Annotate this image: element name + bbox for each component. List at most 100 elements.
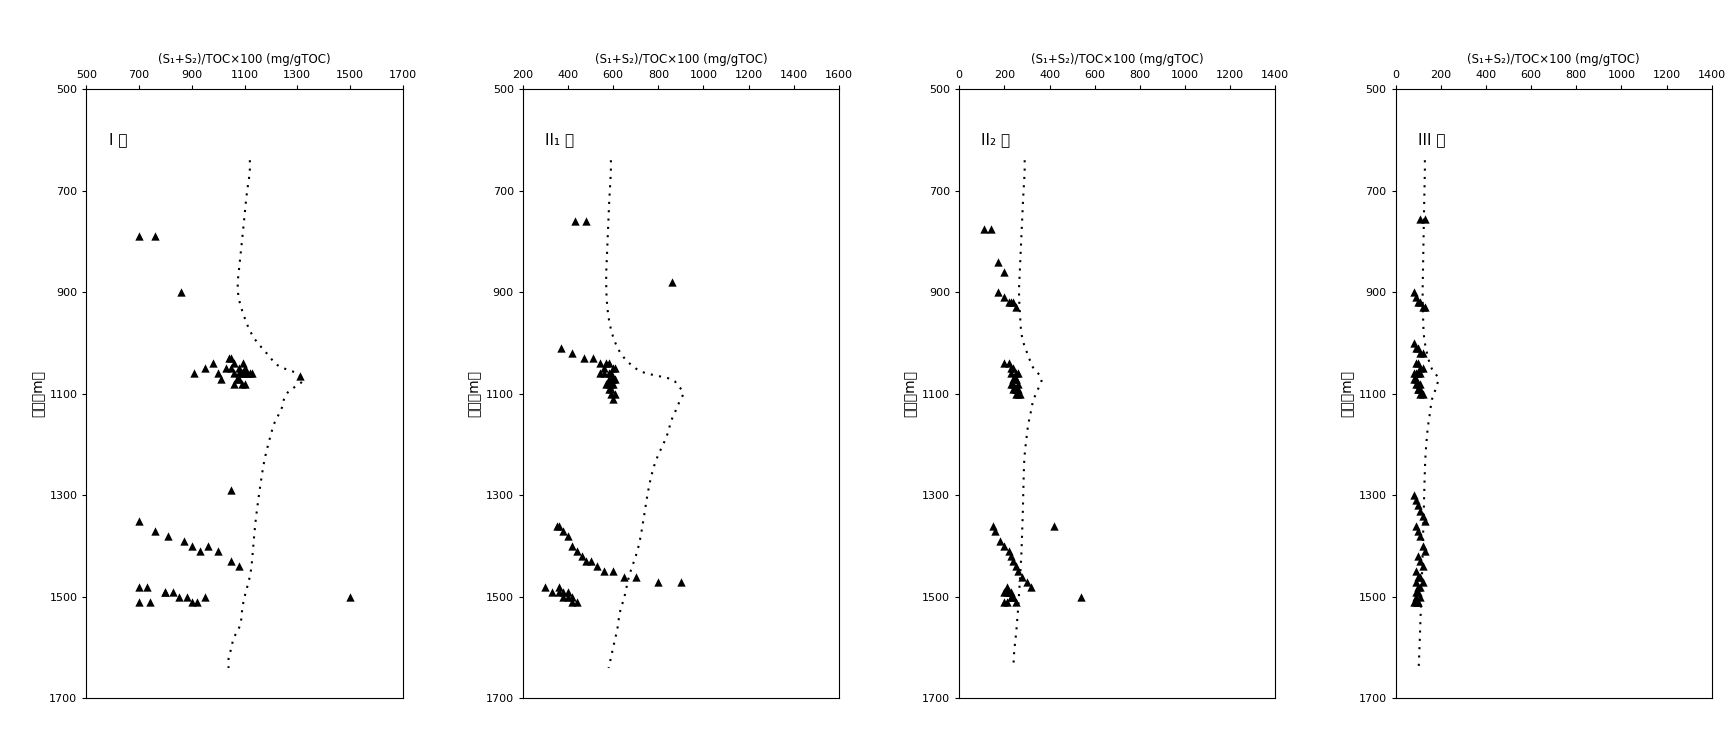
Y-axis label: 深度（m）: 深度（m）	[1340, 370, 1354, 418]
Point	[239, 368, 266, 380]
Point	[1402, 576, 1430, 588]
Point	[994, 586, 1022, 598]
Point	[994, 296, 1022, 308]
Point	[228, 368, 256, 380]
Point	[558, 540, 586, 552]
Point	[992, 586, 1020, 598]
Point	[1400, 337, 1428, 349]
Point	[1402, 565, 1430, 577]
Point	[998, 296, 1025, 308]
Point	[999, 591, 1027, 603]
Point	[558, 596, 586, 608]
Point	[1001, 383, 1029, 395]
Point	[207, 372, 235, 385]
Point	[213, 363, 240, 374]
Point	[1001, 368, 1029, 380]
Point	[1402, 357, 1430, 369]
Point	[1404, 571, 1432, 583]
Text: III 型: III 型	[1418, 132, 1445, 147]
Point	[571, 352, 598, 364]
Point	[1005, 368, 1032, 380]
Point	[1001, 383, 1029, 395]
Point	[1402, 342, 1430, 354]
Point	[235, 368, 263, 380]
Point	[550, 591, 577, 603]
Point	[204, 545, 232, 557]
Point	[152, 586, 180, 598]
Point	[1409, 560, 1437, 572]
Point	[595, 368, 622, 380]
Point	[225, 372, 252, 385]
Point	[1400, 286, 1428, 298]
Point	[1404, 296, 1432, 308]
Point	[564, 596, 591, 608]
Point	[645, 576, 673, 588]
Point	[1404, 525, 1432, 536]
Point	[1041, 520, 1069, 532]
Point	[137, 596, 164, 608]
Point	[991, 357, 1018, 369]
Point	[1406, 504, 1433, 516]
Point	[214, 352, 242, 364]
Point	[1404, 581, 1432, 593]
Point	[1406, 591, 1433, 603]
Point	[1404, 377, 1432, 389]
Point	[335, 591, 363, 603]
Point	[230, 368, 258, 380]
Point	[595, 372, 622, 385]
Y-axis label: 深度（m）: 深度（m）	[467, 370, 481, 418]
Point	[159, 586, 187, 598]
Point	[225, 560, 252, 572]
Point	[622, 571, 650, 583]
Point	[1008, 571, 1036, 583]
Point	[1005, 377, 1032, 389]
Point	[1406, 571, 1433, 583]
Point	[1411, 302, 1439, 314]
Point	[1409, 540, 1437, 552]
Point	[586, 368, 614, 380]
Point	[598, 372, 626, 385]
Point	[595, 377, 622, 389]
Point	[999, 591, 1027, 603]
Point	[998, 551, 1025, 562]
Point	[228, 377, 256, 389]
Point	[597, 383, 624, 395]
Point	[999, 296, 1027, 308]
Point	[164, 591, 192, 603]
Point	[1406, 556, 1433, 568]
Point	[1402, 372, 1430, 385]
Point	[998, 591, 1025, 603]
Point	[142, 230, 169, 242]
Point	[218, 352, 246, 364]
Point	[1404, 596, 1432, 608]
Point	[545, 581, 572, 593]
Point	[169, 535, 197, 547]
Point	[994, 586, 1022, 598]
Point	[597, 368, 624, 380]
Point	[991, 540, 1018, 552]
Point	[192, 591, 220, 603]
Point	[602, 388, 629, 400]
Point	[1404, 383, 1432, 395]
Point	[1409, 302, 1437, 314]
Point	[1001, 372, 1029, 385]
Point	[192, 363, 220, 374]
Point	[999, 383, 1027, 395]
Point	[187, 545, 214, 557]
Point	[180, 368, 207, 380]
X-axis label: (S₁+S₂)/TOC×100 (mg/gTOC): (S₁+S₂)/TOC×100 (mg/gTOC)	[1030, 53, 1203, 66]
Point	[218, 484, 246, 496]
Point	[999, 556, 1027, 568]
Point	[970, 223, 998, 235]
Point	[218, 363, 246, 374]
Point	[1406, 377, 1433, 389]
Point	[586, 357, 614, 369]
X-axis label: (S₁+S₂)/TOC×100 (mg/gTOC): (S₁+S₂)/TOC×100 (mg/gTOC)	[1468, 53, 1639, 66]
Point	[1404, 368, 1432, 380]
Point	[602, 372, 629, 385]
Point	[1001, 388, 1029, 400]
Point	[1001, 383, 1029, 395]
Point	[1406, 296, 1433, 308]
Point	[590, 565, 617, 577]
Point	[998, 363, 1025, 374]
